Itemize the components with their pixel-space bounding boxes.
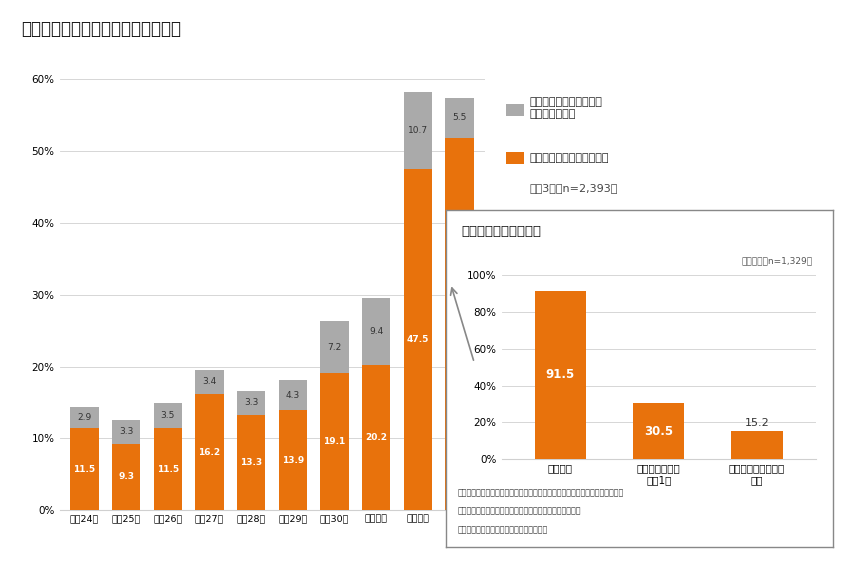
Text: 令和3年（n=2,393）: 令和3年（n=2,393）: [530, 183, 618, 193]
Text: 19.1: 19.1: [323, 437, 346, 446]
Bar: [71, 428, 99, 510]
Text: 3.4: 3.4: [202, 377, 217, 386]
Text: 令和３年（n=1,329）: 令和３年（n=1,329）: [742, 257, 813, 266]
Bar: [196, 394, 224, 510]
Text: テレワークの導入形態: テレワークの導入形態: [462, 225, 541, 238]
Text: 10.7: 10.7: [408, 126, 428, 136]
Text: 3.5: 3.5: [161, 411, 175, 420]
Text: 9.4: 9.4: [369, 327, 383, 336]
Bar: [633, 403, 684, 459]
Bar: [445, 98, 473, 138]
Text: 9.3: 9.3: [118, 472, 134, 481]
Bar: [196, 370, 224, 394]
Bar: [404, 92, 432, 169]
Text: 5.5: 5.5: [452, 113, 467, 122]
Bar: [362, 365, 390, 510]
Bar: [237, 415, 265, 510]
Bar: [320, 321, 348, 373]
Bar: [279, 411, 307, 510]
Text: メールや日報作成などの業務を行う形態も含む。: メールや日報作成などの業務を行う形態も含む。: [458, 507, 581, 515]
Bar: [732, 431, 783, 459]
Bar: [362, 298, 390, 365]
Text: 導入していないが、今後
導入予定がある: 導入していないが、今後 導入予定がある: [530, 97, 603, 119]
Text: 15.2: 15.2: [745, 418, 769, 429]
Bar: [237, 391, 265, 415]
Text: 2.9: 2.9: [77, 413, 92, 422]
Text: 3.3: 3.3: [244, 399, 258, 408]
Text: （注２）導入形態の無回答を含む形で集計: （注２）導入形態の無回答を含む形で集計: [458, 525, 548, 534]
Text: 91.5: 91.5: [546, 369, 575, 382]
Bar: [112, 420, 140, 443]
Bar: [112, 443, 140, 510]
Text: 30.5: 30.5: [644, 425, 673, 438]
Bar: [279, 379, 307, 411]
Bar: [445, 138, 473, 510]
Bar: [320, 373, 348, 510]
Text: 11.5: 11.5: [73, 464, 95, 473]
Text: 3.3: 3.3: [119, 427, 133, 436]
Bar: [154, 428, 182, 510]
Bar: [535, 291, 586, 459]
Text: 4.3: 4.3: [286, 391, 300, 400]
Text: テレワークを導入している: テレワークを導入している: [530, 153, 609, 163]
Text: 11.5: 11.5: [156, 464, 178, 473]
Text: 13.3: 13.3: [240, 458, 263, 467]
Text: 図表３－１　テレワークの導入状況: 図表３－１ テレワークの導入状況: [21, 20, 181, 38]
Bar: [71, 407, 99, 428]
Text: （注１）営業活動などで外出中に作業する場合。移動中の交通機関やカフェで: （注１）営業活動などで外出中に作業する場合。移動中の交通機関やカフェで: [458, 488, 624, 497]
Text: 7.2: 7.2: [327, 343, 342, 352]
Bar: [154, 403, 182, 428]
Text: 20.2: 20.2: [366, 433, 387, 442]
Text: 47.5: 47.5: [406, 335, 429, 344]
Text: 13.9: 13.9: [281, 456, 304, 465]
Text: 16.2: 16.2: [198, 447, 220, 456]
Text: 51.9: 51.9: [449, 319, 471, 328]
Bar: [404, 169, 432, 510]
